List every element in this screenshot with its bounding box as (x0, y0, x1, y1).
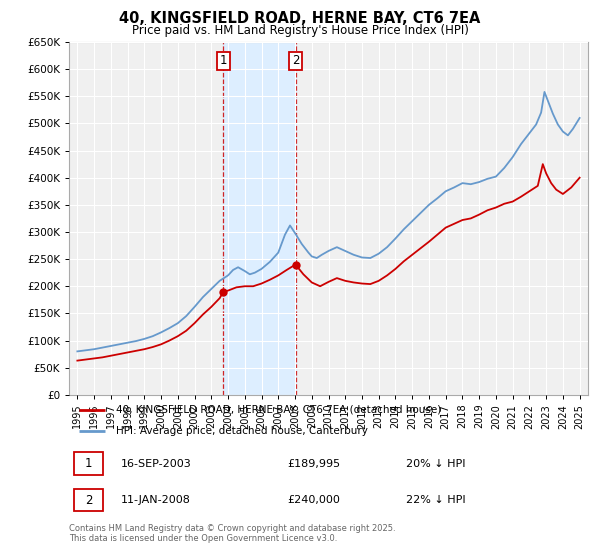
Text: Contains HM Land Registry data © Crown copyright and database right 2025.
This d: Contains HM Land Registry data © Crown c… (69, 524, 395, 543)
Text: 2: 2 (85, 493, 92, 507)
Text: 1: 1 (85, 457, 92, 470)
Text: Price paid vs. HM Land Registry's House Price Index (HPI): Price paid vs. HM Land Registry's House … (131, 24, 469, 36)
Bar (223, 42, 296, 395)
Text: £189,995: £189,995 (287, 459, 340, 469)
Text: 2: 2 (292, 54, 299, 68)
Text: HPI: Average price, detached house, Canterbury: HPI: Average price, detached house, Cant… (116, 426, 368, 436)
Text: 11-JAN-2008: 11-JAN-2008 (121, 495, 191, 505)
Text: 16-SEP-2003: 16-SEP-2003 (121, 459, 191, 469)
Text: 40, KINGSFIELD ROAD, HERNE BAY, CT6 7EA (detached house): 40, KINGSFIELD ROAD, HERNE BAY, CT6 7EA … (116, 405, 441, 415)
Text: £240,000: £240,000 (287, 495, 340, 505)
Text: 20% ↓ HPI: 20% ↓ HPI (406, 459, 466, 469)
Text: 40, KINGSFIELD ROAD, HERNE BAY, CT6 7EA: 40, KINGSFIELD ROAD, HERNE BAY, CT6 7EA (119, 11, 481, 26)
Text: 1: 1 (220, 54, 227, 68)
Text: 22% ↓ HPI: 22% ↓ HPI (406, 495, 466, 505)
